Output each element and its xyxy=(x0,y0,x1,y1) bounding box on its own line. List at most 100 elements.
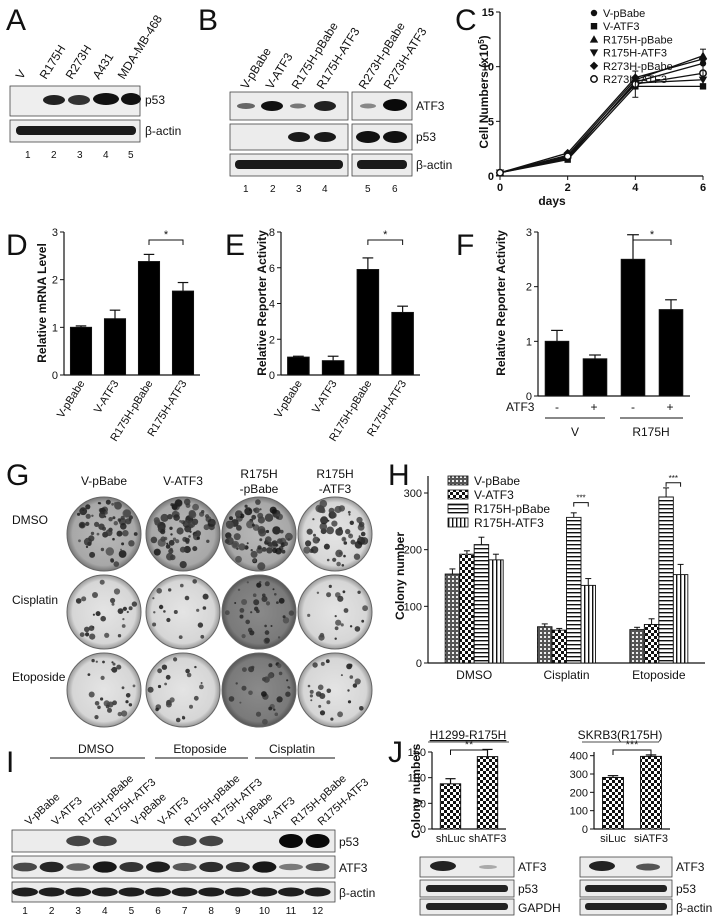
colony xyxy=(312,662,318,668)
colony xyxy=(354,626,361,632)
colony xyxy=(326,592,332,598)
series-line xyxy=(499,58,704,174)
colony xyxy=(98,511,106,519)
x-tick-label: 6 xyxy=(700,182,706,194)
marker-open-circle xyxy=(590,75,598,83)
colony xyxy=(278,597,285,604)
colony xyxy=(337,711,343,718)
colony xyxy=(326,558,330,562)
y-tick-label: 8 xyxy=(269,227,275,239)
colony xyxy=(182,715,185,719)
colony xyxy=(88,691,95,698)
colony xyxy=(313,533,316,537)
colony xyxy=(245,619,250,625)
blot-band xyxy=(65,887,92,897)
colony xyxy=(286,679,289,682)
colony xyxy=(336,561,341,567)
colony xyxy=(164,682,168,686)
colony xyxy=(193,695,199,701)
marker-diamond xyxy=(589,61,599,70)
blot-band xyxy=(172,862,197,872)
colony xyxy=(95,660,98,663)
colony xyxy=(172,504,177,509)
colony xyxy=(125,693,131,698)
blot-band xyxy=(38,887,65,897)
colony xyxy=(117,634,122,638)
legend-label: V-ATF3 xyxy=(474,488,514,502)
colony xyxy=(261,596,268,602)
colony xyxy=(169,697,175,703)
series-line xyxy=(499,85,703,174)
colony xyxy=(265,529,270,534)
band-label: p53 xyxy=(145,93,165,107)
colony xyxy=(183,545,191,554)
colony xyxy=(91,514,94,517)
marker-open-circle xyxy=(496,168,504,177)
colony xyxy=(168,539,175,546)
colony xyxy=(236,547,239,550)
y-axis-title: Colony number xyxy=(393,532,407,620)
lane-number: 7 xyxy=(182,906,188,917)
colony xyxy=(262,593,266,598)
colony xyxy=(81,596,87,602)
colony xyxy=(241,599,248,605)
legend-label: R175H-ATF3 xyxy=(474,516,544,530)
y-tick-label: 300 xyxy=(404,488,422,500)
colony xyxy=(112,662,116,666)
lane-number: 6 xyxy=(155,906,161,917)
y-tick-label: 0 xyxy=(416,658,422,670)
colony xyxy=(100,697,104,701)
panel-letter-b: B xyxy=(198,4,218,37)
colony xyxy=(323,543,330,550)
series-line xyxy=(499,79,704,174)
y-tick-label: 200 xyxy=(404,545,422,557)
colony xyxy=(199,684,204,690)
colony xyxy=(196,608,200,612)
y-tick-label: 50 xyxy=(414,798,426,810)
lane-number: 5 xyxy=(129,906,135,917)
y-tick-label: 3 xyxy=(52,227,58,239)
panel-g: G V-pBabe V-ATF3 R175H -pBabe R175H -ATF… xyxy=(6,459,373,728)
colony xyxy=(116,530,123,537)
column-label: R175H xyxy=(240,467,277,481)
colony xyxy=(281,549,286,554)
marker-square xyxy=(590,23,598,30)
blot-band xyxy=(261,101,283,111)
blot-band xyxy=(145,887,171,897)
row-label: DMSO xyxy=(12,513,48,527)
subpanel-title: H1299-R175H xyxy=(430,728,507,742)
marker-open-circle xyxy=(563,152,572,161)
colony xyxy=(85,521,90,527)
colony xyxy=(320,661,325,666)
colony xyxy=(131,601,138,607)
colony xyxy=(335,549,343,558)
y-axis-title: Cell Numbers (x105) xyxy=(477,35,492,148)
colony xyxy=(88,625,95,631)
y-tick-label: 150 xyxy=(408,747,426,759)
y-axis-title: Relative Reporter Activity xyxy=(494,230,508,376)
significance-bracket xyxy=(632,239,672,245)
lane-number: 5 xyxy=(128,150,134,161)
colony xyxy=(153,611,156,614)
blot-band xyxy=(356,131,380,143)
series-line xyxy=(499,72,704,174)
colony xyxy=(233,533,241,541)
bar xyxy=(658,496,674,664)
blot-band xyxy=(43,95,65,105)
colony xyxy=(110,558,114,562)
colony xyxy=(189,704,193,709)
colony xyxy=(244,504,248,508)
panel-e: E Relative Reporter Activity 0 2 4 6 8 V-pBab… xyxy=(225,227,420,444)
panel-letter-d: D xyxy=(6,229,28,262)
y-tick-label: 15 xyxy=(482,7,494,19)
blot-band xyxy=(91,887,118,897)
colony xyxy=(165,544,171,549)
colony xyxy=(349,520,354,525)
colony xyxy=(348,663,353,668)
colony xyxy=(102,660,105,664)
colony xyxy=(307,684,311,688)
colony xyxy=(152,622,157,627)
colony xyxy=(205,514,210,519)
colony xyxy=(172,537,177,541)
